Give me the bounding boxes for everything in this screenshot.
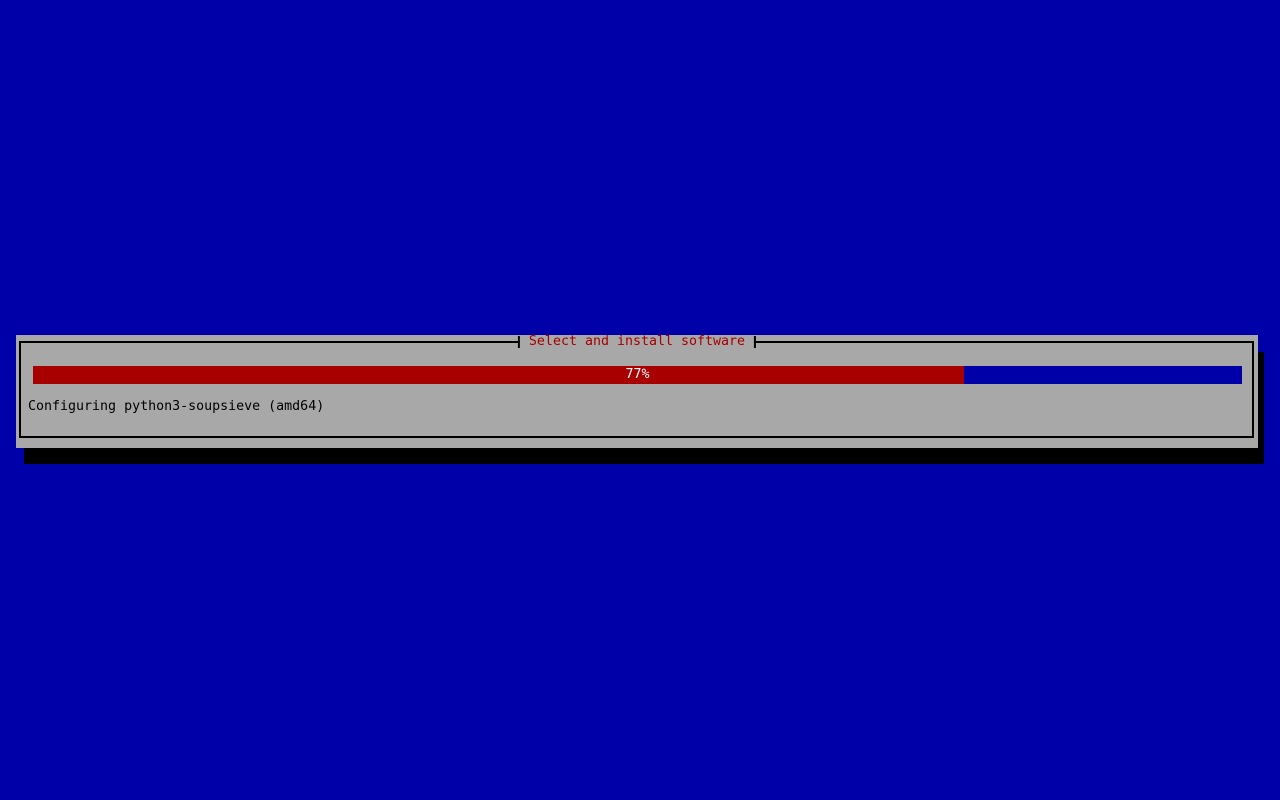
status-text: Configuring python3-soupsieve (amd64) [28,399,325,414]
progress-bar: 77% [33,366,1242,384]
progress-bar-fill [33,366,964,384]
dialog-title-row: Select and install software [517,335,757,348]
progress-percent-label: 77% [625,367,650,382]
dialog-border [19,341,1254,438]
dialog-title: Select and install software [519,335,755,348]
progress-dialog: Select and install software 77% Configur… [16,335,1258,448]
title-tick-right [754,336,757,348]
